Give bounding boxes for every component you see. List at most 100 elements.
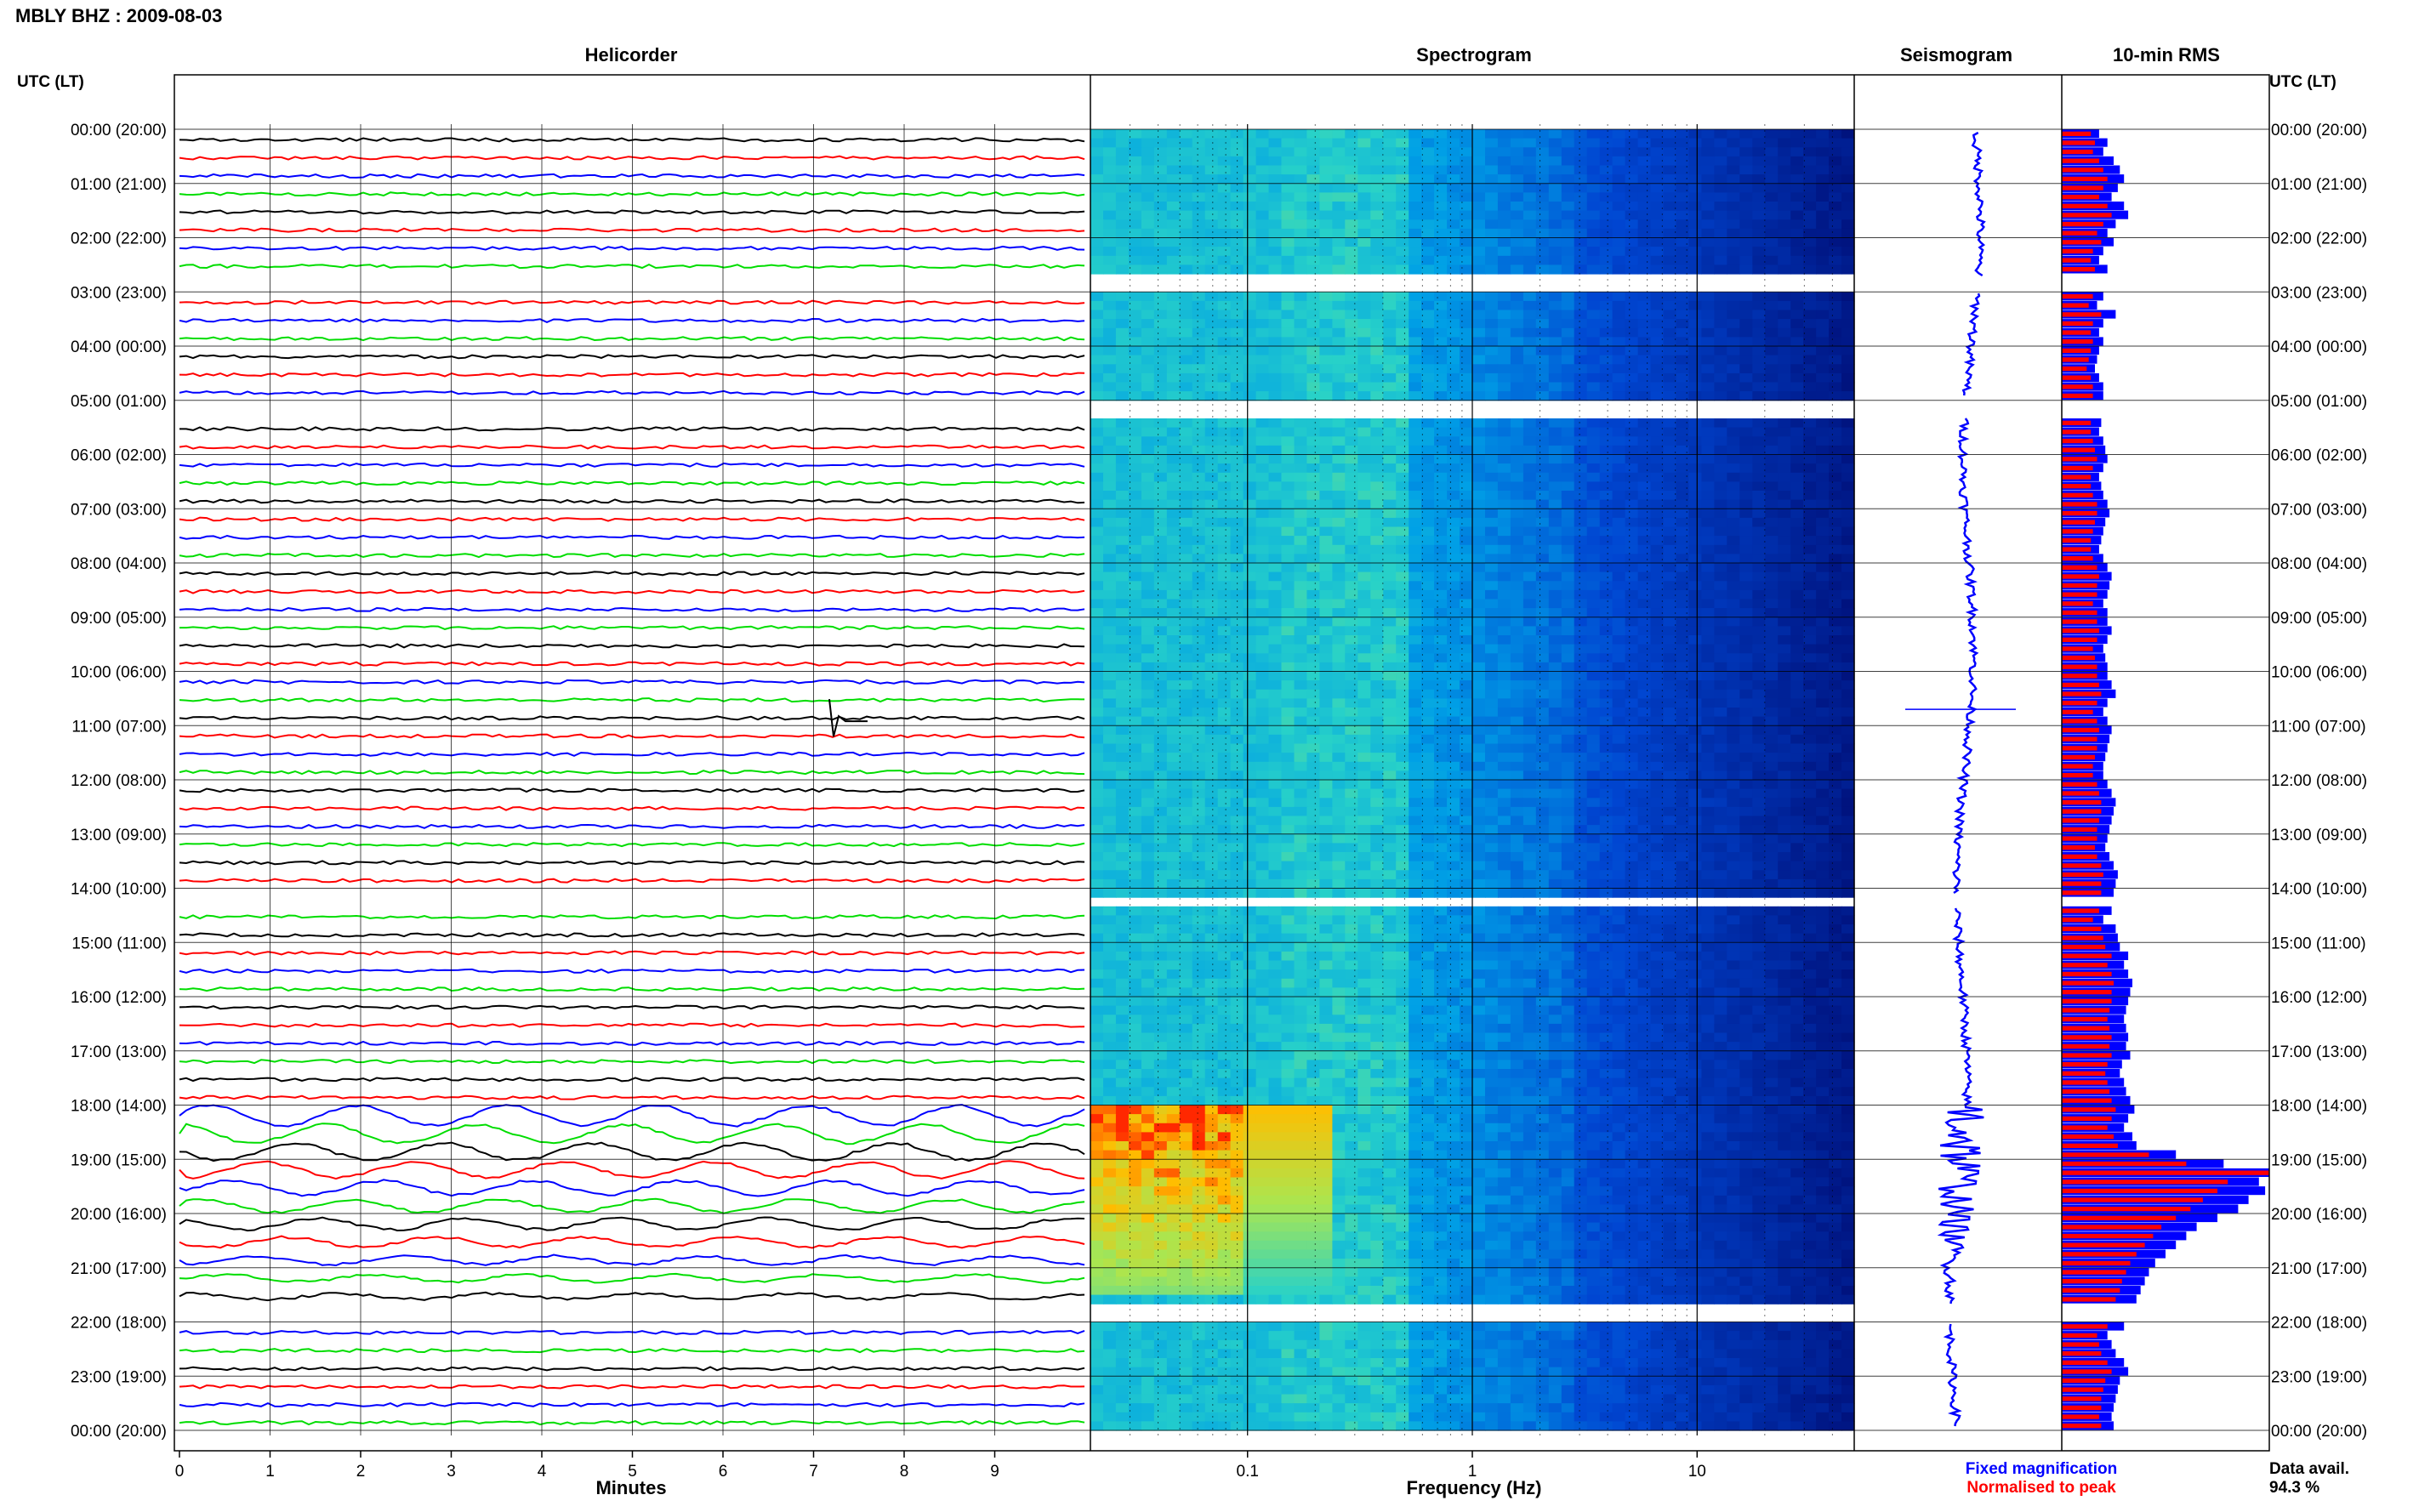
spectro-cell [1765, 292, 1779, 302]
spectro-cell [1752, 798, 1766, 808]
spectro-cell [1612, 770, 1626, 781]
spectro-cell [1383, 237, 1397, 247]
spectro-cell [1306, 445, 1320, 456]
spectro-cell [1561, 355, 1575, 365]
spectro-cell [1676, 653, 1690, 663]
spectro-cell [1319, 526, 1333, 537]
spectro-cell [1612, 906, 1626, 916]
spectro-cell [1752, 635, 1766, 645]
spectro-cell [1179, 924, 1193, 935]
spectro-cell [1332, 770, 1346, 781]
spectro-cell [1701, 202, 1715, 212]
spectro-cell [1841, 499, 1855, 509]
spectro-cell [1434, 346, 1448, 356]
spectro-cell [1485, 436, 1499, 446]
spectro-cell [1650, 192, 1665, 202]
spectro-cell [1306, 481, 1320, 492]
spectro-cell [1548, 635, 1562, 645]
spectro-cell [1701, 147, 1715, 157]
spectro-cell [1243, 156, 1257, 167]
spectro-cell [1765, 472, 1779, 482]
spectro-cell [1472, 833, 1486, 844]
spectro-cell [1676, 491, 1690, 501]
spectro-cell [1586, 761, 1601, 771]
spectro-cell [1383, 816, 1397, 826]
spectro-cell [1192, 780, 1206, 790]
spectro-cell [1676, 138, 1690, 148]
spectro-cell [1230, 509, 1244, 519]
spectro-cell [1790, 129, 1804, 139]
spectro-cell [1778, 427, 1791, 437]
spectro-cell [1523, 589, 1537, 600]
spectro-cell [1625, 852, 1639, 862]
spectro-cell [1548, 310, 1562, 320]
spectro-cell [1281, 491, 1295, 501]
spectro-cell [1447, 753, 1460, 763]
spectro-cell [1548, 445, 1562, 456]
spectro-cell [1676, 770, 1690, 781]
spectro-cell [1561, 491, 1575, 501]
spectro-cell [1268, 472, 1283, 482]
spectro-cell [1714, 743, 1727, 753]
spectro-cell [1460, 780, 1473, 790]
spectro-cell [1816, 372, 1830, 384]
spectro-cell [1650, 852, 1665, 862]
spectro-cell [1230, 653, 1244, 663]
spectro-cell [1357, 617, 1371, 627]
spectro-cell [1268, 589, 1283, 600]
spectro-cell [1663, 761, 1677, 771]
spectro-cell [1090, 418, 1104, 429]
spectro-cell [1676, 355, 1690, 365]
spectro-cell [1179, 491, 1193, 501]
spectro-cell [1179, 210, 1193, 220]
spectro-cell [1217, 544, 1232, 554]
spectro-cell [1383, 554, 1397, 564]
spectro-cell [1510, 833, 1524, 844]
spectro-cell [1332, 825, 1346, 835]
spectro-cell [1752, 237, 1766, 247]
spectro-cell [1574, 581, 1588, 591]
spectro-cell [1510, 708, 1524, 718]
spectro-cell [1141, 617, 1155, 627]
spectro-cell [1141, 680, 1155, 691]
spectro-cell [1332, 491, 1346, 501]
spectro-cell [1319, 816, 1333, 826]
spectro-cell [1535, 202, 1550, 212]
spectro-cell [1103, 870, 1117, 880]
spectro-cell [1370, 337, 1384, 347]
spectro-cell [1472, 780, 1486, 790]
spectro-cell [1230, 725, 1244, 736]
spectro-cell [1574, 554, 1588, 564]
spectro-cell [1650, 319, 1665, 329]
spectro-cell [1268, 852, 1283, 862]
spectro-cell [1255, 761, 1270, 771]
spectro-cell [1345, 915, 1358, 925]
spectro-cell [1217, 816, 1232, 826]
spectro-cell [1217, 653, 1232, 663]
spectro-cell [1510, 445, 1524, 456]
spectro-cell [1230, 563, 1244, 573]
spectro-cell [1586, 255, 1601, 265]
spectro-cell [1752, 219, 1766, 230]
spectro-cell [1141, 536, 1155, 546]
spectro-cell [1472, 662, 1486, 673]
spectro-cell [1179, 481, 1193, 492]
spectro-cell [1816, 364, 1830, 374]
spectro-cell [1803, 698, 1817, 708]
spectro-cell [1535, 210, 1550, 220]
spectro-cell [1447, 355, 1460, 365]
spectro-cell [1548, 364, 1562, 374]
spectro-cell [1663, 708, 1677, 718]
spectro-cell [1447, 906, 1460, 916]
spectro-cell [1650, 544, 1665, 554]
spectro-cell [1141, 698, 1155, 708]
spectro-cell [1192, 210, 1206, 220]
spectro-cell [1217, 472, 1232, 482]
spectro-cell [1141, 454, 1155, 464]
spectro-cell [1841, 698, 1855, 708]
spectro-cell [1841, 608, 1855, 618]
spectro-cell [1243, 499, 1257, 509]
spectro-cell [1497, 725, 1511, 736]
spectro-cell [1306, 870, 1320, 880]
spectro-cell [1548, 644, 1562, 654]
